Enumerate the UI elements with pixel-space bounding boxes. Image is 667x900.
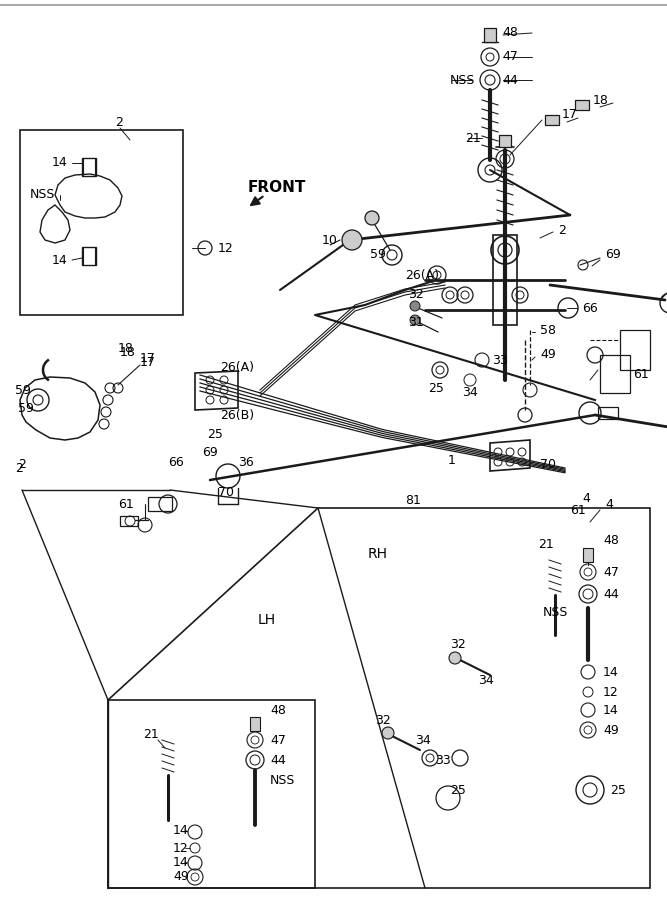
Text: NSS: NSS [270,773,295,787]
Text: 61: 61 [570,503,586,517]
Text: 36: 36 [238,456,253,470]
Text: 49: 49 [173,870,189,884]
Text: 59: 59 [370,248,386,262]
Text: 34: 34 [478,673,494,687]
Text: 18: 18 [593,94,609,106]
Text: 34: 34 [415,734,431,746]
Text: 14: 14 [173,856,189,868]
Bar [82,247,96,265]
Text: 59: 59 [15,383,31,397]
Text: 17: 17 [140,352,156,365]
Text: 48: 48 [603,534,619,546]
Text: 32: 32 [375,714,391,726]
Text: 47: 47 [270,734,286,746]
Circle shape [410,315,420,325]
Text: 49: 49 [540,348,556,362]
Text: 69: 69 [605,248,621,262]
Text: 66: 66 [582,302,598,314]
Text: 44: 44 [603,588,619,600]
Bar [598,407,618,419]
Text: 12: 12 [173,842,189,854]
Text: 32: 32 [450,638,466,652]
Bar [148,497,172,511]
Bar [499,135,511,147]
Bar [493,235,517,325]
Text: 25: 25 [610,784,626,796]
Text: 31: 31 [408,316,424,328]
Text: 14: 14 [173,824,189,836]
Text: 2: 2 [115,115,123,129]
Text: 33: 33 [435,753,451,767]
Circle shape [382,727,394,739]
Text: 49: 49 [603,724,619,736]
Text: 47: 47 [603,565,619,579]
Text: 14: 14 [603,665,619,679]
Bar [545,115,559,125]
Text: 25: 25 [207,428,223,442]
Text: RH: RH [368,547,388,561]
Text: 47: 47 [502,50,518,64]
Text: 58: 58 [540,323,556,337]
Text: 21: 21 [538,538,554,552]
Text: 61: 61 [633,368,649,382]
Text: 21: 21 [143,728,159,742]
Bar [82,158,96,176]
Text: 81: 81 [405,493,421,507]
Text: 17: 17 [562,109,578,122]
Text: NSS: NSS [450,74,476,86]
Text: 44: 44 [270,753,285,767]
Text: 59: 59 [18,401,34,415]
Text: 12: 12 [603,686,619,698]
Text: LH: LH [258,613,276,627]
Text: 25: 25 [428,382,444,394]
Text: 48: 48 [270,704,286,716]
Text: 1: 1 [448,454,456,466]
Text: 10: 10 [322,233,338,247]
Text: 33: 33 [492,354,508,366]
Text: 61: 61 [118,499,134,511]
Bar [250,717,260,731]
Text: 14: 14 [52,157,68,169]
Text: 2: 2 [15,462,23,474]
Text: 26(A): 26(A) [405,268,439,282]
Text: 34: 34 [462,386,478,400]
Bar [484,28,496,42]
Circle shape [410,301,420,311]
Bar [20,130,183,315]
Text: 2: 2 [558,223,566,237]
Bar [120,516,138,526]
Text: 44: 44 [502,74,518,86]
Text: 12: 12 [218,241,233,255]
Text: FRONT: FRONT [248,181,306,195]
Text: 21: 21 [465,131,481,145]
Text: 4: 4 [582,491,590,505]
Text: NSS: NSS [30,188,55,202]
Text: 32: 32 [408,289,424,302]
Bar [575,100,589,110]
Text: 26(A): 26(A) [220,362,254,374]
Bar [600,355,630,393]
Text: 70: 70 [540,458,556,472]
Text: 14: 14 [603,704,619,716]
Bar [583,548,593,562]
Text: 17: 17 [140,356,156,368]
Text: 4: 4 [605,499,613,511]
Bar [620,330,650,370]
Text: 66: 66 [168,455,183,469]
Circle shape [449,652,461,664]
Text: 26(B): 26(B) [220,409,254,421]
Circle shape [342,230,362,250]
Text: 2: 2 [18,458,26,472]
Text: 70: 70 [218,485,234,499]
Text: 25: 25 [450,784,466,796]
Text: 48: 48 [502,26,518,40]
Text: 69: 69 [202,446,217,458]
Text: 18: 18 [120,346,136,358]
Text: 18: 18 [118,341,134,355]
Text: 14: 14 [52,254,68,266]
Circle shape [365,211,379,225]
Text: NSS: NSS [543,606,568,618]
